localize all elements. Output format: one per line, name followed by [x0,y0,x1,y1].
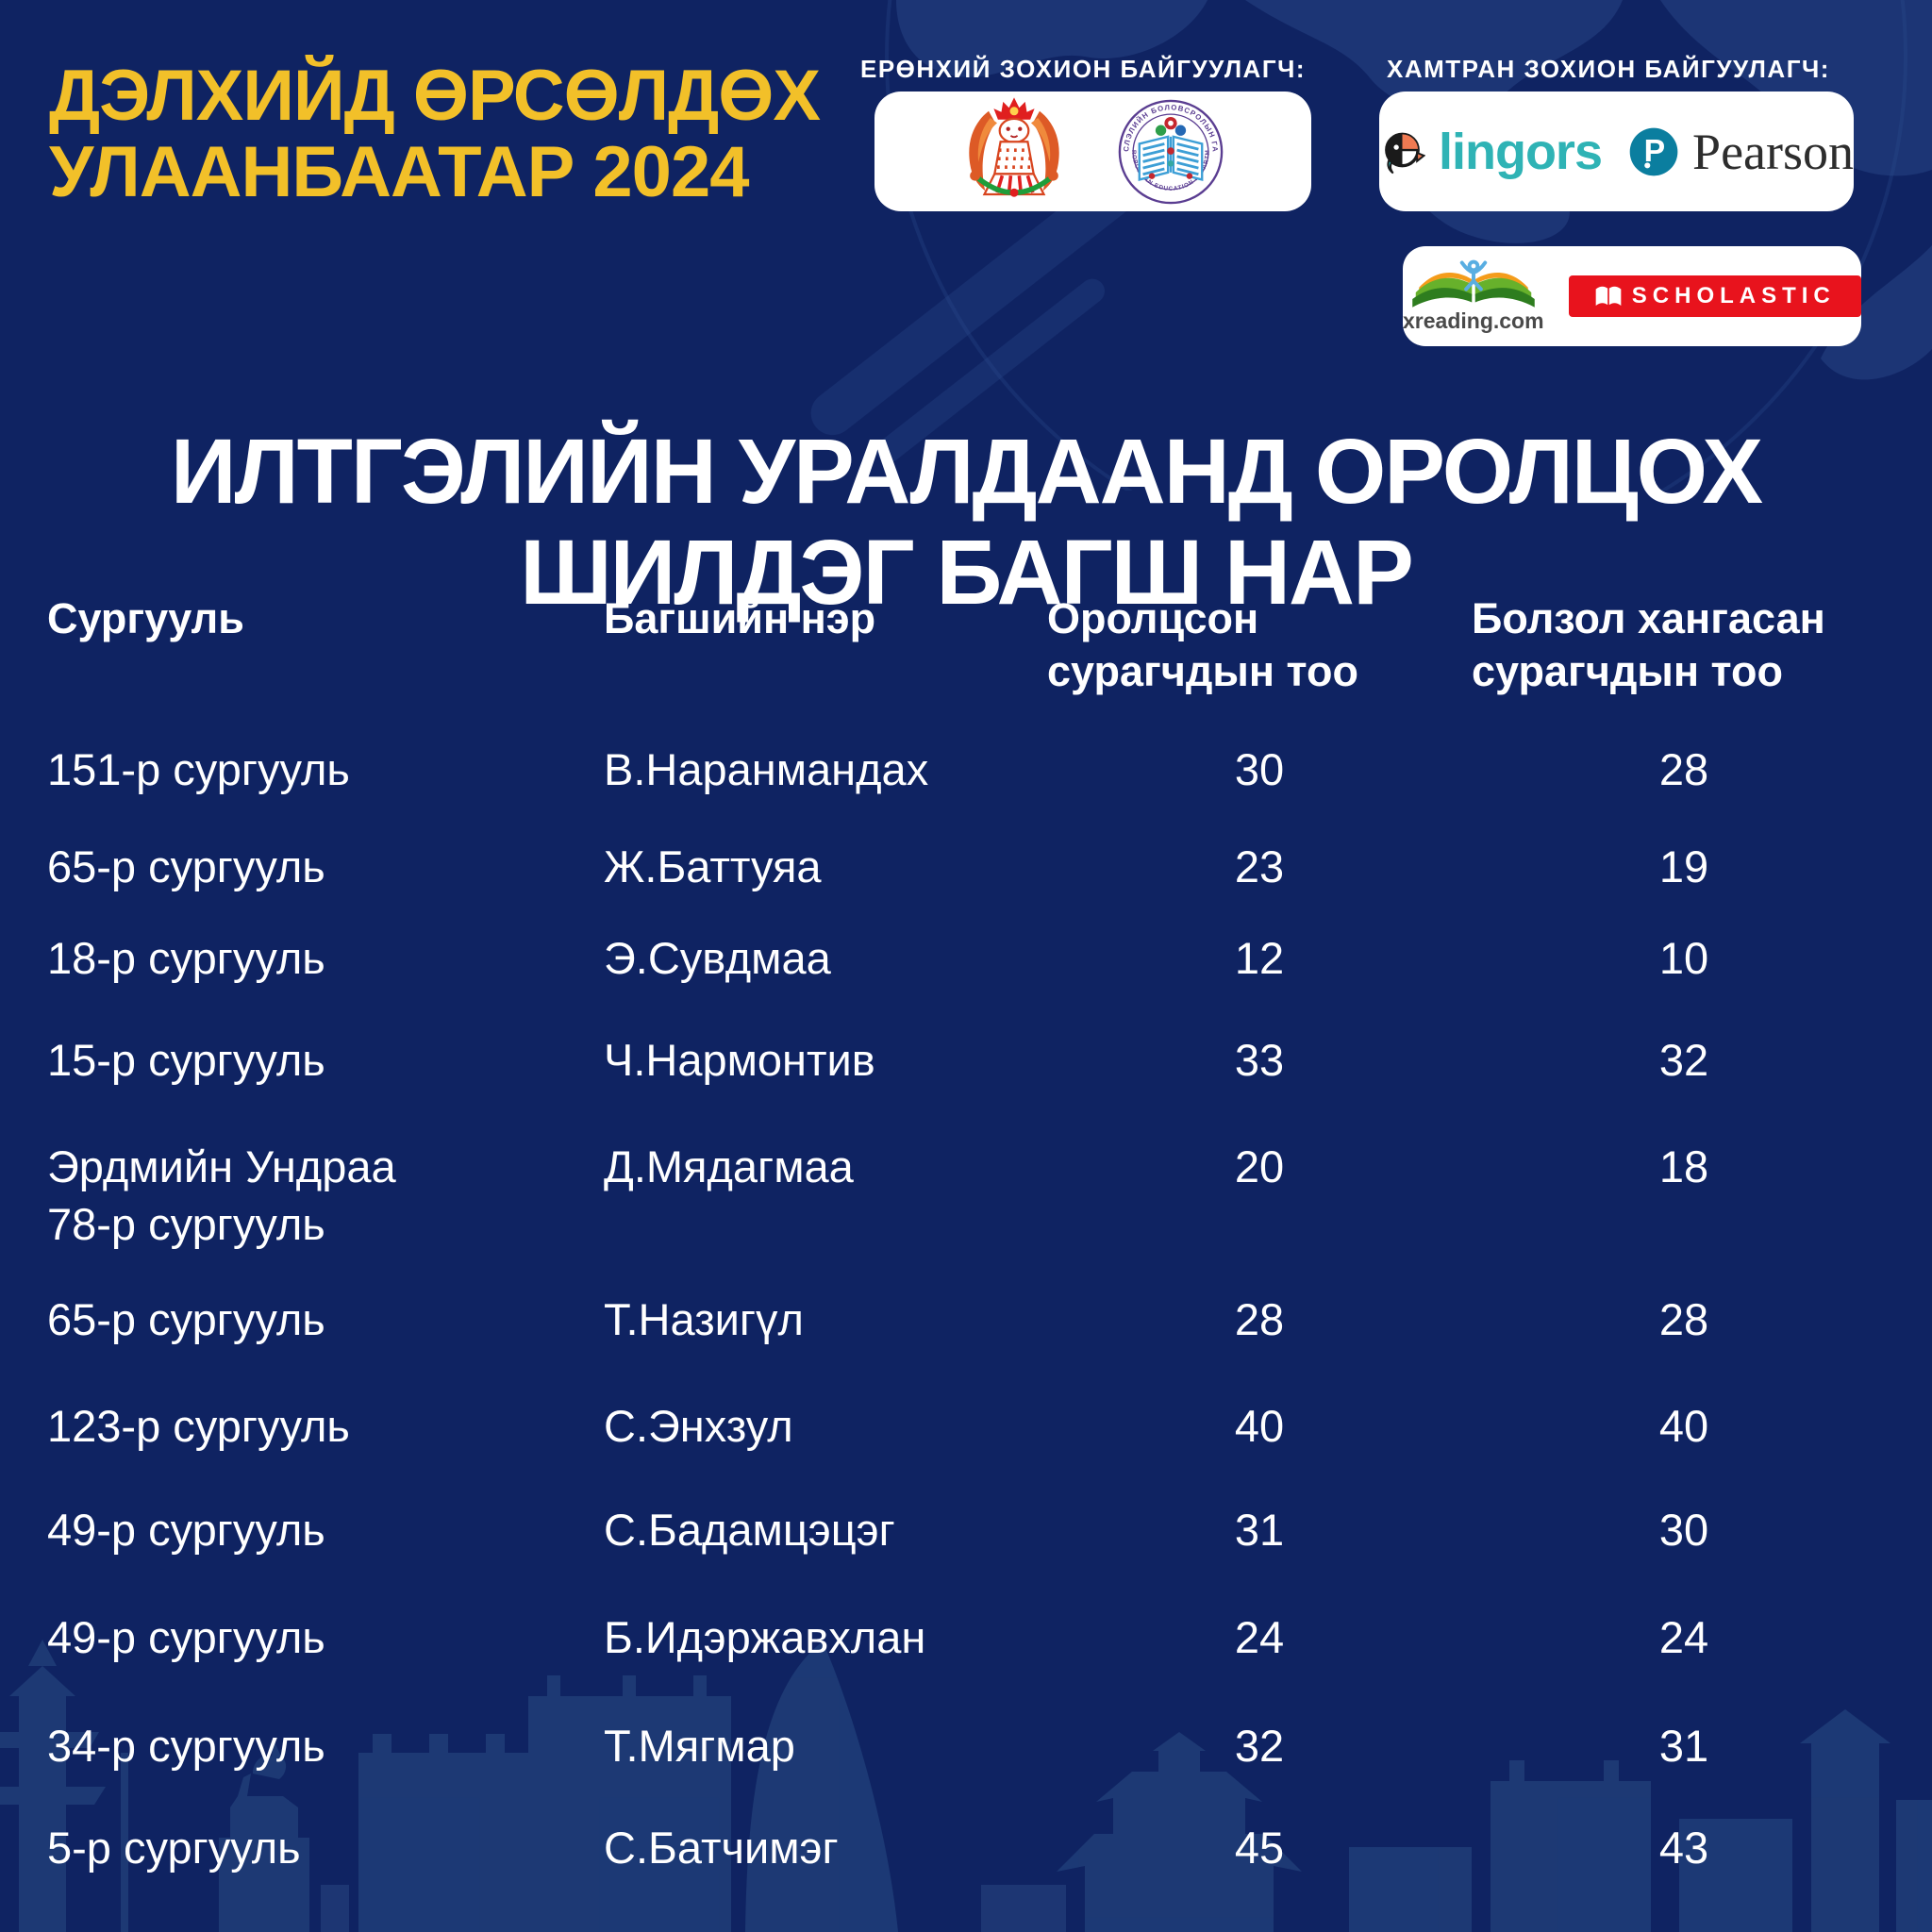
school-cell: 151-р сургууль [47,744,350,794]
teacher-cell: Ч.Нармонтив [604,1035,875,1085]
xreading-logo: xreading.com [1403,259,1544,334]
qualified-cell: 10 [1658,933,1709,983]
table-row: 18-р сургууль Э.Сувдмаа 12 10 [47,929,1896,1031]
teacher-cell: В.Наранмандах [604,744,929,794]
school-cell: 65-р сургууль [47,1294,325,1344]
school-cell: 123-р сургууль [47,1401,350,1451]
teacher-cell: Т.Назигүл [604,1294,804,1344]
table-row: 49-р сургууль С.Бадамцэцэг 31 30 [47,1501,1896,1608]
xreading-book-icon [1412,259,1535,308]
participated-cell: 33 [1234,1035,1285,1085]
qualified-cell: 40 [1658,1401,1709,1451]
scholastic-book-icon [1595,286,1622,306]
organizer-logo-box: НИЙСЛЭЛИЙН БОЛОВСРОЛЫН ГАЗАР METROPOLITA… [874,92,1311,211]
pearson-logo-icon: P [1629,127,1678,175]
qualified-cell: 28 [1658,744,1709,794]
participated-cell: 30 [1234,744,1285,794]
column-header-teacher: Багшийн нэр [604,594,876,642]
table-row: Эрдмийн Ундраа 78-р сургууль Д.Мядагмаа … [47,1138,1896,1291]
scholastic-logo: SCHOLASTIC [1568,275,1861,317]
ulaanbaatar-crest-logo [968,96,1059,197]
table-row: 49-р сургууль Б.Идэржавхлан 24 24 [47,1608,1896,1717]
xreading-wordmark: xreading.com [1403,308,1544,333]
table-row: 5-р сургууль С.Батчимэг 45 43 [47,1819,1896,1923]
table-row: 34-р сургууль Т.Мягмар 32 31 [47,1717,1896,1819]
table-row: 15-р сургууль Ч.Нармонтив 33 32 [47,1031,1896,1138]
table-row: 65-р сургууль Ж.Баттуяа 23 19 [47,838,1896,929]
qualified-cell: 30 [1658,1505,1709,1555]
qualified-cell: 28 [1658,1294,1709,1344]
qualified-cell: 32 [1658,1035,1709,1085]
education-department-emblem-logo: НИЙСЛЭЛИЙН БОЛОВСРОЛЫН ГАЗАР METROPOLITA… [1118,99,1223,204]
school-cell: 34-р сургууль [47,1721,325,1771]
table-body: 151-р сургууль В.Наранмандах 30 28 65-р … [47,741,1896,1923]
teacher-cell: Т.Мягмар [604,1721,795,1771]
qualified-cell: 24 [1658,1612,1709,1662]
teacher-cell: Э.Сувдмаа [604,933,831,983]
column-header-participated: Оролцсон сурагчдын тоо [1047,594,1358,696]
qualified-cell: 43 [1658,1823,1709,1873]
teacher-cell: Б.Идэржавхлан [604,1612,926,1662]
table-row: 123-р сургууль С.Энхзул 40 40 [47,1397,1896,1501]
participated-cell: 45 [1234,1823,1285,1873]
participated-cell: 20 [1234,1141,1285,1191]
participated-cell: 24 [1234,1612,1285,1662]
event-title: ДЭЛХИЙД ӨРСӨЛДӨХ УЛААНБААТАР 2024 [49,56,821,212]
school-cell: 65-р сургууль [47,841,325,891]
pearson-wordmark: Pearson [1692,123,1854,180]
school-cell: 49-р сургууль [47,1505,325,1555]
participated-cell: 28 [1234,1294,1285,1344]
teacher-cell: С.Батчимэг [604,1823,839,1873]
table-header: Сургууль Багшийн нэр Оролцсон сурагчдын … [47,592,1896,699]
organizer-label: ЕРӨНХИЙ ЗОХИОН БАЙГУУЛАГЧ: [860,55,1306,83]
table-row: 65-р сургууль Т.Назигүл 28 28 [47,1291,1896,1397]
qualified-cell: 31 [1658,1721,1709,1771]
qualified-cell: 19 [1658,841,1709,891]
co-organizer-logo-box: lingors P Pearson [1379,92,1854,211]
lingors-wordmark: lingors [1438,123,1603,180]
school-cell: Эрдмийн Ундраа 78-р сургууль [47,1141,396,1250]
participated-cell: 23 [1234,841,1285,891]
participated-cell: 31 [1234,1505,1285,1555]
partners-logo-box: xreading.com SCHOLASTIC [1403,246,1861,346]
table-row: 151-р сургууль В.Наранмандах 30 28 [47,741,1896,838]
participated-cell: 40 [1234,1401,1285,1451]
svg-text:P: P [1644,133,1666,169]
school-cell: 18-р сургууль [47,933,325,983]
scholastic-wordmark: SCHOLASTIC [1631,283,1836,308]
school-cell: 15-р сургууль [47,1035,325,1085]
teacher-cell: Ж.Баттуяа [604,841,822,891]
page-title: ИЛТГЭЛИЙН УРАЛДААНД ОРОЛЦОХ ШИЛДЭГ БАГШ … [170,419,1763,624]
participated-cell: 12 [1234,933,1285,983]
participated-cell: 32 [1234,1721,1285,1771]
column-header-qualified: Болзол хангасан сурагчдын тоо [1472,594,1825,696]
qualified-cell: 18 [1658,1141,1709,1191]
teacher-cell: С.Бадамцэцэг [604,1505,895,1555]
lingors-logo-icon [1385,132,1425,174]
school-cell: 49-р сургууль [47,1612,325,1662]
teacher-cell: С.Энхзул [604,1401,793,1451]
column-header-school: Сургууль [47,594,244,642]
co-organizer-label: ХАМТРАН ЗОХИОН БАЙГУУЛАГЧ: [1387,55,1830,83]
school-cell: 5-р сургууль [47,1823,301,1873]
teacher-cell: Д.Мядагмаа [604,1141,854,1191]
